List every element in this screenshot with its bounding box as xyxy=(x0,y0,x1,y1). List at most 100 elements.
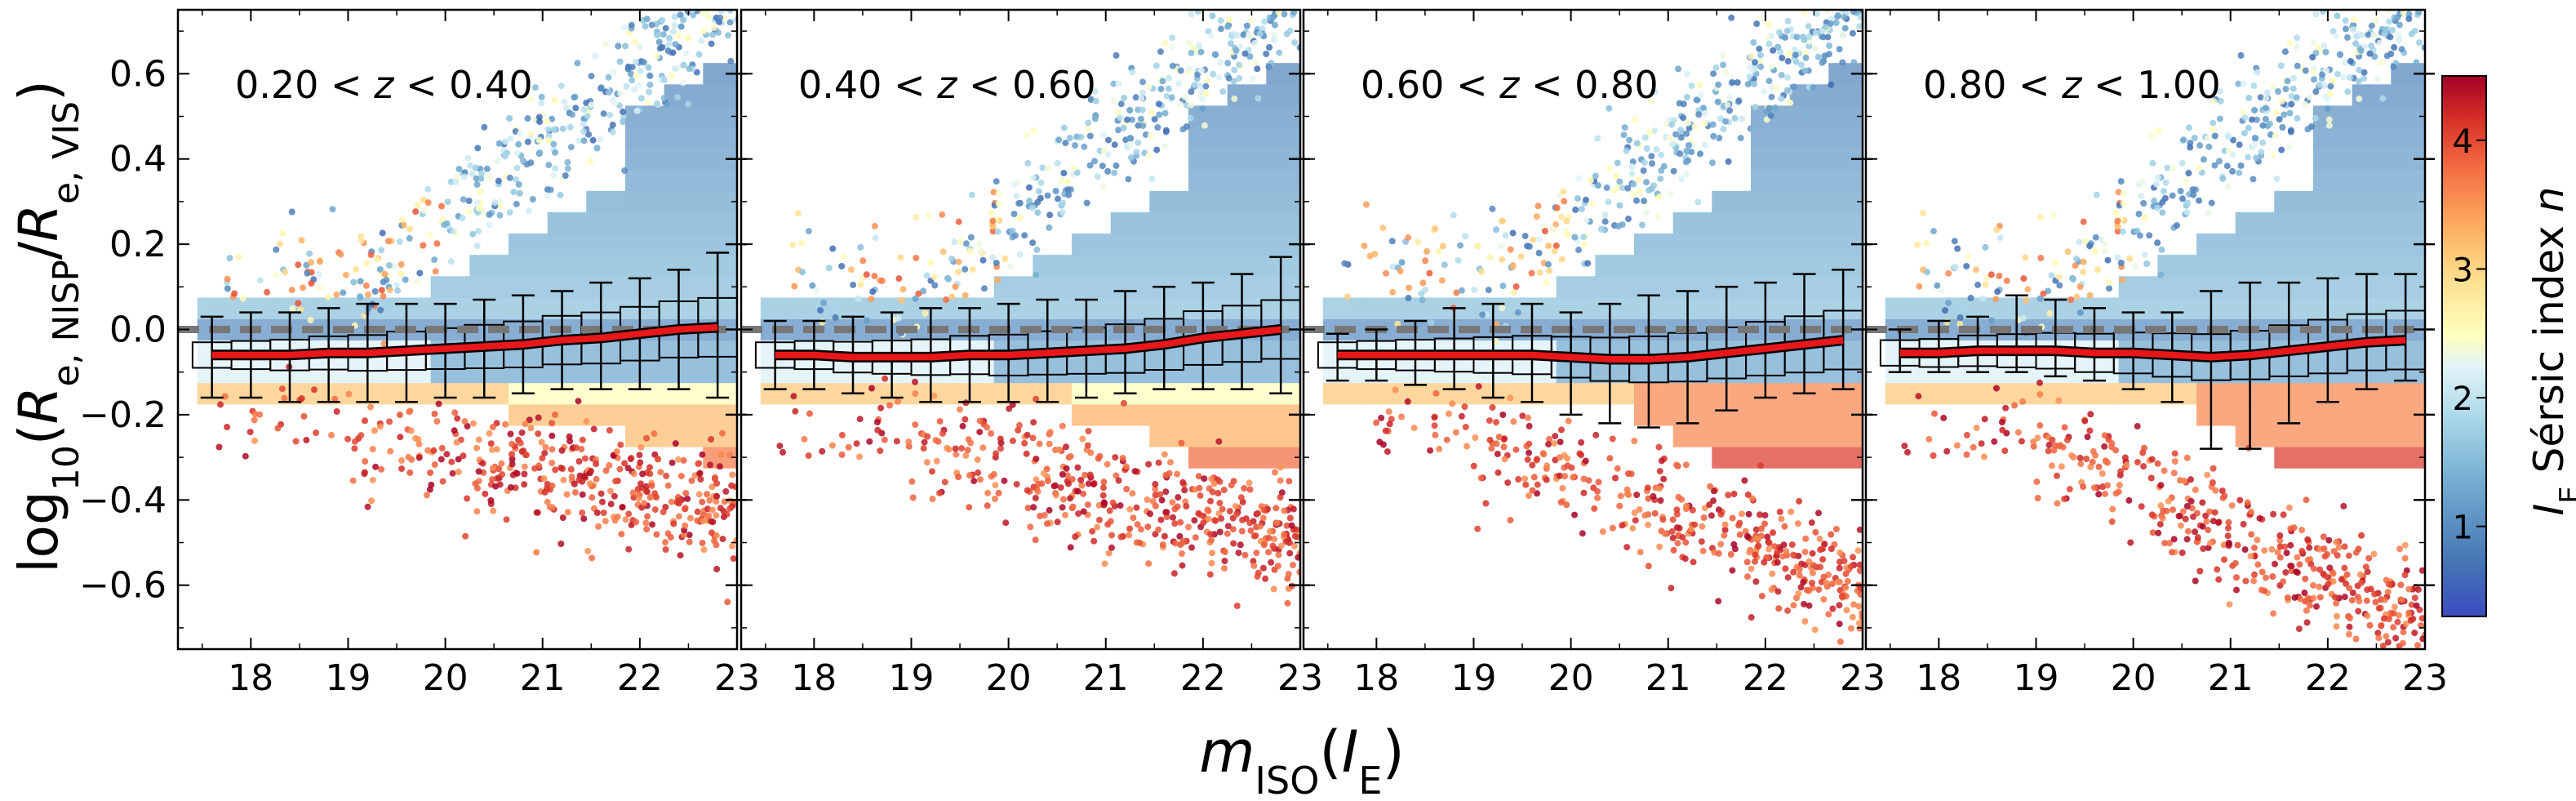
scatter-point xyxy=(2148,511,2156,518)
scatter-point xyxy=(1153,146,1161,154)
scatter-point xyxy=(706,496,713,504)
scatter-point xyxy=(2050,211,2057,219)
scatter-point xyxy=(2321,42,2328,50)
scatter-point xyxy=(1625,216,1632,222)
scatter-point xyxy=(544,498,551,505)
scatter-point xyxy=(1726,94,1734,100)
scatter-point xyxy=(1100,478,1108,486)
scatter-point xyxy=(1217,59,1224,66)
scatter-point xyxy=(1609,435,1616,443)
scatter-point xyxy=(1389,263,1397,270)
scatter-point xyxy=(1104,167,1112,175)
scatter-point xyxy=(1006,263,1014,270)
scatter-point xyxy=(380,340,388,347)
scatter-point xyxy=(2295,625,2303,633)
scatter-point xyxy=(2374,75,2381,82)
scatter-point xyxy=(945,276,953,283)
scatter-point xyxy=(2161,194,2169,202)
scatter-point xyxy=(984,502,991,510)
scatter-point xyxy=(1779,55,1786,61)
scatter-point xyxy=(631,86,638,93)
scatter-point xyxy=(1701,120,1708,127)
scatter-point xyxy=(307,317,314,323)
scatter-point xyxy=(990,189,997,196)
scatter-point xyxy=(1236,74,1243,82)
scatter-point xyxy=(2076,238,2083,246)
scatter-point xyxy=(1942,307,1948,314)
scatter-point xyxy=(2003,277,2010,284)
scatter-point xyxy=(642,23,649,30)
scatter-point xyxy=(1037,194,1044,202)
scatter-point xyxy=(2191,135,2198,141)
scatter-point xyxy=(566,123,574,131)
scatter-point xyxy=(473,199,481,206)
scatter-point xyxy=(1677,150,1684,158)
scatter-point xyxy=(1641,134,1649,141)
scatter-point xyxy=(708,40,715,47)
scatter-point xyxy=(448,458,455,465)
scatter-point xyxy=(1115,127,1122,134)
scatter-point xyxy=(2344,88,2352,96)
scatter-point xyxy=(1259,564,1267,572)
scatter-point xyxy=(2058,463,2065,470)
scatter-point xyxy=(1825,611,1832,618)
scatter-point xyxy=(794,210,802,217)
scatter-point xyxy=(948,293,956,300)
scatter-point xyxy=(981,285,988,292)
scatter-point xyxy=(2351,16,2358,24)
scatter-point xyxy=(1744,81,1752,88)
scatter-point xyxy=(2254,69,2261,76)
scatter-point xyxy=(1092,87,1099,95)
scatter-point xyxy=(1057,484,1064,492)
scatter-point xyxy=(486,221,493,229)
scatter-point xyxy=(1246,486,1254,493)
scatter-point xyxy=(792,407,799,415)
scatter-point xyxy=(805,228,812,235)
scatter-point xyxy=(2073,256,2080,262)
scatter-point xyxy=(1208,559,1215,567)
scatter-point xyxy=(1172,540,1179,547)
scatter-point xyxy=(717,505,724,512)
scatter-point xyxy=(1237,494,1245,501)
scatter-point xyxy=(1805,587,1813,594)
x-tick-label: 18 xyxy=(1916,657,1961,699)
scatter-point xyxy=(378,465,385,473)
scatter-point xyxy=(1089,527,1096,535)
scatter-point xyxy=(857,243,864,251)
scatter-point xyxy=(1145,560,1153,567)
scatter-point xyxy=(427,469,434,476)
scatter-point xyxy=(664,530,672,537)
scatter-point xyxy=(613,448,620,456)
scatter-point xyxy=(535,414,542,421)
scatter-point xyxy=(473,175,480,182)
scatter-point xyxy=(1040,469,1047,477)
scatter-point xyxy=(1215,438,1223,445)
scatter-point xyxy=(510,189,517,196)
scatter-point xyxy=(2210,465,2217,472)
scatter-point xyxy=(1594,135,1601,142)
scatter-point xyxy=(499,471,506,478)
panel-content xyxy=(1304,10,1863,645)
scatter-point xyxy=(1215,490,1222,496)
scatter-point xyxy=(2237,51,2245,59)
scatter-point xyxy=(1808,519,1815,527)
scatter-point xyxy=(1045,165,1051,172)
scatter-point xyxy=(2270,510,2277,518)
scatter-point xyxy=(1216,528,1224,536)
scatter-point xyxy=(235,254,242,260)
scatter-point xyxy=(1725,158,1732,165)
scatter-point xyxy=(724,599,731,606)
scatter-point xyxy=(673,499,681,506)
scatter-point xyxy=(2086,427,2094,434)
scatter-point xyxy=(1169,34,1176,42)
scatter-point xyxy=(2330,578,2337,585)
scatter-point xyxy=(1138,95,1145,102)
scatter-point xyxy=(1606,455,1614,462)
scatter-point xyxy=(633,518,640,526)
scatter-point xyxy=(646,81,654,88)
scatter-point xyxy=(2221,492,2228,500)
scatter-point xyxy=(2361,69,2368,76)
scatter-point xyxy=(642,483,650,490)
scatter-point xyxy=(2405,16,2413,22)
scatter-point xyxy=(2125,496,2133,504)
